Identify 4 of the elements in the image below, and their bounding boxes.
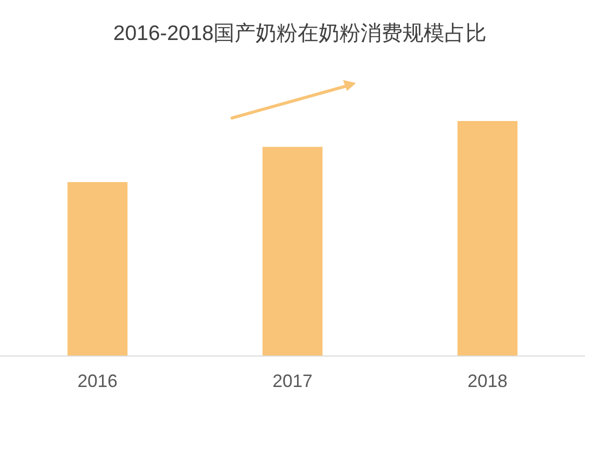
x-tick-label: 2017 (272, 371, 313, 391)
chart-title: 2016-2018国产奶粉在奶粉消费规模占比 (113, 22, 487, 45)
x-tick-label: 2016 (77, 371, 118, 391)
x-tick-label: 2018 (467, 371, 508, 391)
